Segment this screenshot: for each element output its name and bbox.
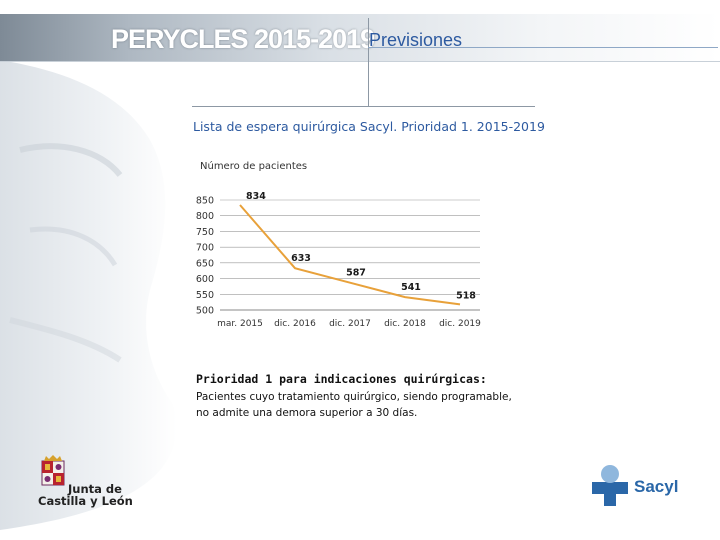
priority-description: Pacientes cuyo tratamiento quirúrgico, s… [196,389,526,421]
waiting-list-line-chart: Número de pacientes 850 800 750 700 650 600 55… [196,160,481,329]
jcyl-line-2: Castilla y León [38,494,133,508]
brand-title: PERYCLES 2015-2019 [111,24,375,54]
chart-title: Lista de espera quirúrgica Sacyl. Priori… [193,119,545,134]
data-label: 587 [346,268,366,279]
data-label: 834 [246,191,266,202]
header-vertical-divider [368,18,369,107]
x-tick-label: dic. 2017 [329,319,371,329]
section-title: Previsiones [369,30,463,50]
y-tick-label: 850 [196,196,214,207]
y-tick-label: 500 [196,306,214,317]
y-tick-label: 650 [196,258,214,269]
data-label: 633 [291,253,311,264]
x-tick-label: dic. 2018 [384,319,426,329]
sacyl-wordmark: Sacyl [634,477,679,496]
castilla-leon-coat-of-arms-icon [41,455,65,486]
jcyl-line-1: Junta de [68,482,122,496]
y-tick-label: 700 [196,243,214,254]
priority-line-2: no admite una demora superior a 30 días. [196,407,418,419]
series-line [239,204,461,306]
section-title-underline [368,47,718,48]
priority-line-1: Pacientes cuyo tratamiento quirúrgico, s… [196,391,512,403]
x-tick-label: dic. 2019 [439,319,481,329]
sacyl-cross-icon [592,465,628,506]
data-label: 518 [456,290,476,301]
y-tick-label: 550 [196,290,214,301]
priority-heading: Prioridad 1 para indicaciones quirúrgica… [196,372,487,386]
y-axis-label: Número de pacientes [200,160,307,172]
data-label: 541 [401,282,421,293]
chart-panel [190,150,495,335]
x-tick-label: mar. 2015 [217,319,263,329]
y-tick-label: 600 [196,274,214,285]
y-tick-label: 800 [196,211,214,222]
y-tick-label: 750 [196,227,214,238]
header-band [0,14,720,62]
chart-divider [192,106,535,107]
x-tick-label: dic. 2016 [274,319,316,329]
